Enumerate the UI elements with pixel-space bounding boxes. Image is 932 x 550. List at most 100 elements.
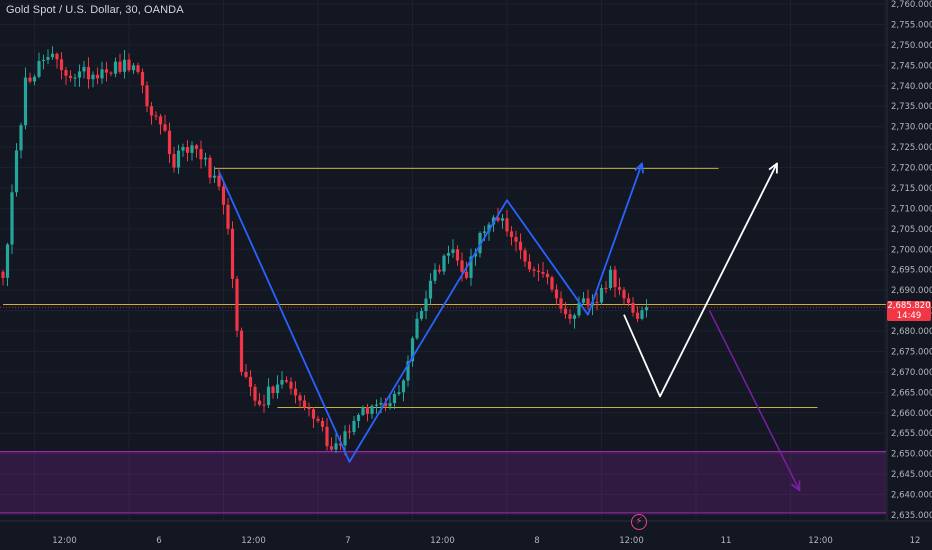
candle [95,67,100,85]
candle [442,254,446,275]
price-tick-label: 2,720.000 [891,164,932,174]
candle [275,375,280,399]
candle [626,293,631,306]
candle-body [325,426,329,447]
candle-body [640,310,644,319]
candle-body [388,403,392,407]
candle [383,397,388,412]
candle-body [217,175,221,187]
candle [203,152,208,167]
candle-body [28,77,32,82]
candle-body [451,249,455,254]
price-tick-label: 2,700.000 [891,245,932,255]
time-axis: 12:00 6 12:00 7 12:00 8 12:00 11 12:00 12 [52,536,920,546]
candle [68,70,73,82]
candle [500,214,505,229]
candle [118,53,122,74]
candle-body [572,315,577,319]
candle-body [253,386,257,401]
candle-body [100,69,104,79]
candle [163,114,167,133]
time-axis-panel[interactable] [0,521,932,550]
candle-body [478,232,482,254]
candle-body [568,314,572,319]
candle [136,62,140,75]
candle-body [172,154,176,168]
candle [257,393,262,407]
candle-body [406,361,410,381]
candle [356,413,361,428]
price-axis-panel[interactable] [887,0,932,521]
candle-body [487,224,491,232]
candle-body [383,402,388,407]
candle [325,418,329,451]
candle-body [127,59,131,71]
candle-body [275,384,280,394]
candle [586,289,590,310]
price-tick-label: 2,665.000 [891,388,932,398]
candle [577,296,581,318]
candle-body [626,298,631,303]
candle [289,377,293,395]
candle-body [338,443,343,446]
candle [640,306,644,321]
candle-body [230,228,235,279]
candle-body [59,59,64,71]
candle [239,327,244,376]
time-tick-label: 12 [910,536,921,546]
candle-body [149,106,154,116]
candle [145,81,149,113]
candle-body [563,308,568,315]
candle [604,281,608,294]
candle-body [284,380,289,382]
candle-body [23,77,28,126]
candle [104,61,109,82]
candle-body [1,271,5,278]
candle [370,404,374,419]
price-tick-label: 2,750.000 [891,41,932,51]
candle-body [316,418,320,421]
candle-body [469,256,473,278]
candle [329,437,334,452]
candle [266,378,271,408]
candle-body [559,298,563,309]
candle [541,262,545,278]
candle-body [635,312,640,319]
candle-body [266,386,271,405]
purple-projection-line [708,310,801,491]
candle-body [298,395,302,401]
candle [514,230,518,252]
candle [581,291,586,305]
candle [401,378,406,402]
candle-body [577,302,581,316]
candle [217,167,221,191]
candle-body [644,307,649,311]
candle [415,312,419,340]
candle-body [131,65,136,71]
lightning-bolt-icon[interactable]: ⚡ [631,514,647,530]
candle-body [527,261,532,270]
candle [158,114,163,135]
candle [77,64,82,87]
candle [185,140,190,162]
price-tick-label: 2,645.000 [891,470,932,480]
candle [194,143,199,158]
candle-body [545,273,550,278]
time-tick-label: 7 [345,536,350,546]
symbol-title: Gold Spot / U.S. Dollar, 30, OANDA [6,4,184,16]
candle-body [262,404,266,406]
purple-arrow-head [791,480,801,492]
candle-body [428,280,433,299]
white-projection-path [623,163,778,398]
candle [113,57,118,78]
candle [406,355,410,387]
candle-body [37,60,41,77]
candle [235,276,239,337]
candle-body [73,77,77,79]
candle [122,50,127,79]
grid [0,0,886,520]
candle [149,102,154,125]
candle-body [154,115,158,117]
candle-body [46,57,50,60]
